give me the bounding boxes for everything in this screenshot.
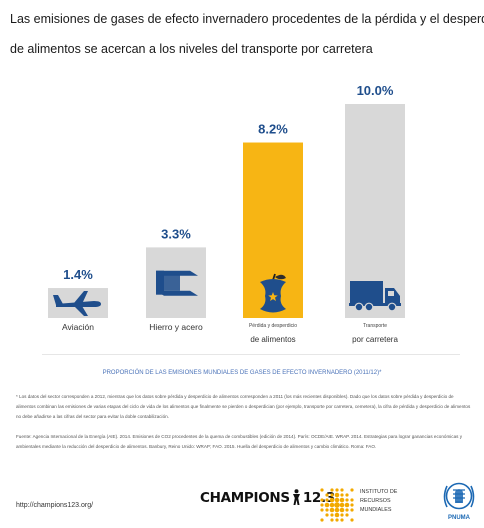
wri-line-2: RECURSOS [360,498,391,504]
steel-beam-icon [156,270,198,296]
value-label-2: 3.3% [161,226,191,241]
website-url: http://champions123.org/ [16,502,94,509]
proportion-caption: PROPORCIÓN DE LAS EMISIONES MUNDIALES DE… [102,370,382,376]
sources-text: Fuente: Agencia Internacional de la Ener… [16,434,463,449]
category-label-4-line-1: Transporte [363,323,387,329]
category-label-4-line-2: por carretera [352,335,398,344]
title-line-1: Las emisiones de gases de efecto inverna… [10,12,484,26]
wri-line-1: INSTITUTO DE [360,489,398,495]
unep-logo-icon [443,482,475,510]
category-label-2: Hierro y acero [149,322,203,332]
value-label-3: 8.2% [258,122,288,137]
champions-logo: CHAMPIONS 12.3 [200,489,335,509]
footnote: * Los datos del sector corresponden a 20… [16,394,471,419]
unep-logo-text: PNUMA [448,515,470,521]
truck-icon [349,281,401,312]
wri-logo-text: INSTITUTO DE RECURSOS MUNDIALES [360,488,397,515]
airplane-icon [53,291,101,317]
wri-line-3: MUNDIALES [360,507,392,513]
person-icon [292,489,301,509]
apple-core-icon [260,273,286,313]
category-label-3-line-2: de alimentos [250,335,295,344]
divider [42,354,460,355]
value-label-1: 1.4% [63,267,93,282]
bar-chart: 1.4% Aviación 3.3% Hierro y acero 8.2% Pérdid… [48,83,405,344]
champions-logo-word: CHAMPIONS [200,490,290,506]
value-label-4: 10.0% [357,83,394,98]
category-label-3-line-1: Pérdida y desperdicio [249,323,297,329]
title-line-2: de alimentos se acercan a los niveles de… [10,42,373,56]
category-label-1: Aviación [62,322,94,332]
wri-logo-icon [320,488,354,522]
